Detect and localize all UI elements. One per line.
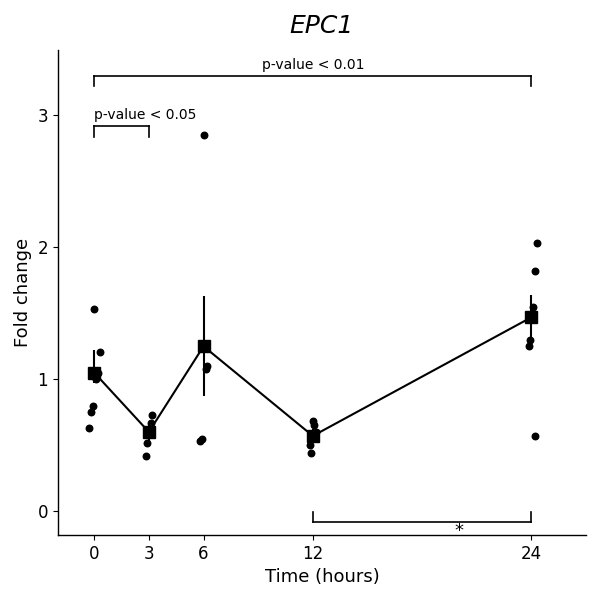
Point bbox=[528, 302, 538, 311]
Point bbox=[88, 401, 97, 410]
Point bbox=[197, 434, 206, 443]
Text: p-value < 0.01: p-value < 0.01 bbox=[262, 58, 364, 72]
Title: EPC1: EPC1 bbox=[290, 14, 354, 38]
Point bbox=[144, 427, 154, 437]
Point bbox=[524, 341, 533, 351]
Point bbox=[142, 438, 152, 448]
Point bbox=[196, 436, 205, 446]
Text: p-value < 0.05: p-value < 0.05 bbox=[94, 108, 197, 122]
Text: *: * bbox=[454, 522, 463, 540]
Point bbox=[86, 407, 96, 417]
Y-axis label: Fold change: Fold change bbox=[14, 238, 32, 347]
Point bbox=[93, 368, 103, 377]
Point bbox=[95, 347, 104, 356]
Point bbox=[202, 364, 211, 373]
Point bbox=[530, 266, 539, 276]
X-axis label: Time (hours): Time (hours) bbox=[265, 568, 379, 586]
Point bbox=[84, 423, 94, 433]
Point bbox=[199, 130, 208, 140]
Point bbox=[305, 440, 314, 450]
Point bbox=[526, 335, 535, 344]
Point bbox=[530, 431, 539, 441]
Point bbox=[203, 361, 212, 371]
Point bbox=[148, 410, 157, 419]
Point bbox=[307, 448, 316, 458]
Point bbox=[532, 239, 542, 248]
Point bbox=[91, 374, 101, 384]
Point bbox=[308, 416, 317, 426]
Point bbox=[310, 421, 319, 430]
Point bbox=[89, 305, 99, 314]
Point bbox=[146, 418, 155, 428]
Point bbox=[141, 451, 151, 461]
Point bbox=[311, 427, 321, 437]
